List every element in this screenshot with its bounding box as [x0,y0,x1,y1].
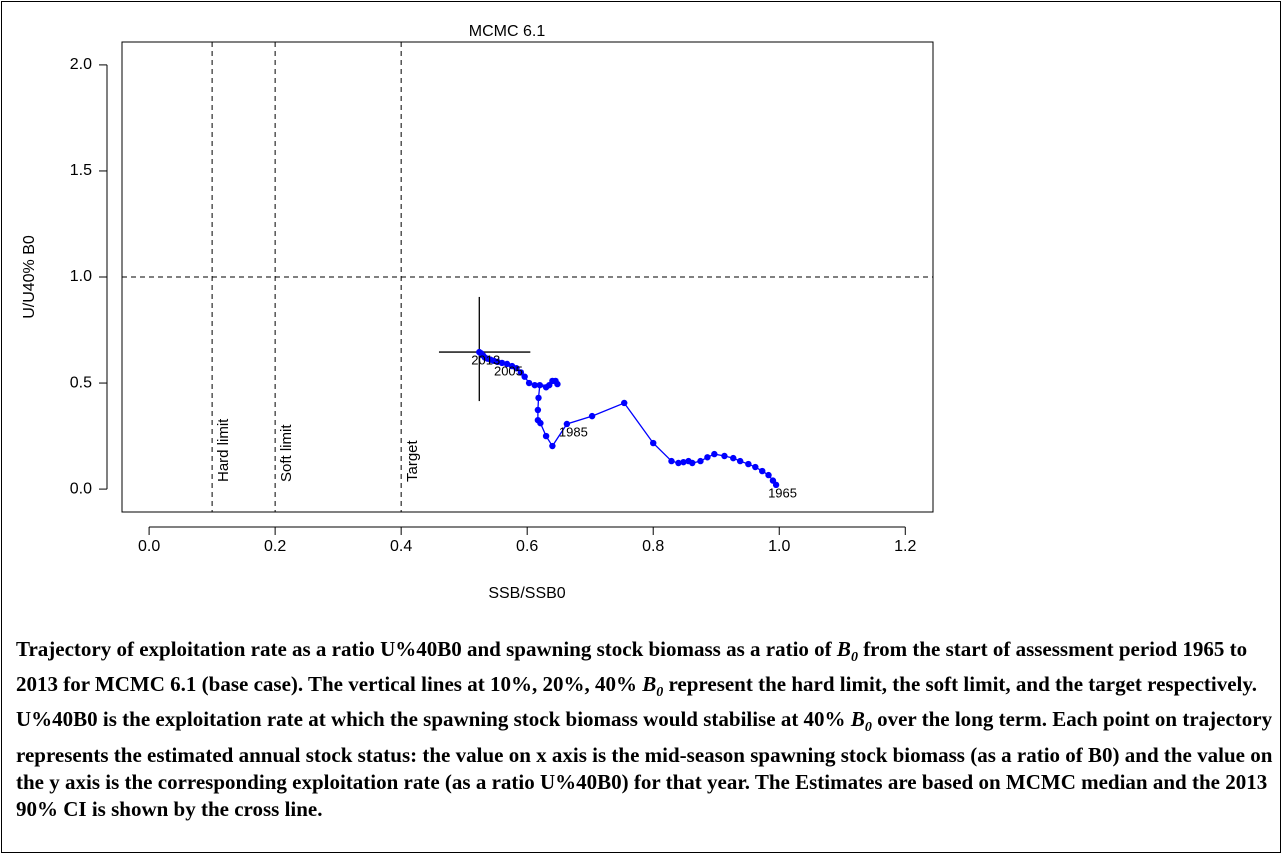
trajectory-point [554,380,561,388]
trajectory-point [752,463,759,471]
x-tick-label: 1.0 [768,538,790,555]
trajectory-point [531,381,538,389]
y-tick-label: 0.5 [70,374,92,391]
caption-symbol: B0 [850,707,872,735]
trajectory-point [711,450,718,458]
trajectory-point [668,457,675,465]
y-tick-label: 1.0 [70,268,92,285]
trajectory-point [650,439,657,447]
trajectory-point [536,381,543,389]
point-label: 2013 [471,353,500,368]
trajectory-point [534,406,542,414]
trajectory-point [503,360,511,368]
y-tick-label: 1.5 [70,162,92,179]
caption-text: over the long term. Each point on trajec… [16,707,1273,821]
trajectory-point [549,442,556,450]
x-tick-label: 0.4 [390,538,412,555]
reference-label: Soft limit [278,424,295,482]
caption-text: represent the hard limit, the soft limit… [16,672,1257,732]
symbol-subscript: 0 [850,650,858,666]
trajectory-point [704,454,711,461]
reference-label: Hard limit [215,418,232,482]
symbol-base: B [850,707,865,732]
trajectory-point [542,384,550,391]
trajectory-point [521,373,528,380]
trajectory-point [476,348,483,356]
trajectory-point [685,457,692,465]
trajectory-point [549,377,556,385]
trajectory-point [721,452,728,460]
figure-caption: Trajectory of exploitation rate as a rat… [16,636,1278,823]
trajectory-point [736,457,744,465]
trajectory-point [675,459,682,467]
trajectory-point [535,394,542,402]
x-axis-label: SSB/SSB0 [488,585,565,602]
caption-symbol: B0 [836,637,858,665]
x-tick-label: 1.2 [894,538,916,555]
trajectory-point [508,362,516,370]
symbol-base: B [836,637,851,661]
x-tick-label: 0.2 [264,538,286,555]
y-tick-label: 0.0 [70,480,92,497]
symbol-subscript: 0 [656,685,664,701]
point-label: 2005 [494,363,523,378]
x-tick-label: 0.0 [138,538,160,555]
trajectory-point [534,416,542,424]
reference-label: Target [404,439,421,482]
caption-text: from the start of assessment period 1965… [16,637,1248,697]
trajectory-point [759,467,766,475]
trajectory-point [745,460,752,468]
x-tick-label: 0.6 [516,538,538,555]
caption-symbol: B0 [642,672,663,700]
trajectory-point [621,399,628,407]
y-axis-label: U/U40% B0 [21,235,38,319]
symbol-subscript: 0 [864,720,872,736]
chart: MCMC 6.1 SSB/SSB0 U/U40% B0 0.0 0.2 0.4 0.6… [21,23,934,602]
y-tick-label: 2.0 [70,56,92,73]
point-label: 1965 [768,485,797,500]
trajectory-point [769,477,777,484]
trajectory-point [542,432,550,440]
x-tick-label: 0.8 [642,538,664,555]
symbol-base: B [642,672,657,697]
caption-text: Trajectory of exploitation rate as a rat… [16,637,837,661]
trajectory-point [563,420,571,428]
trajectory-point [525,379,533,387]
trajectory-point [765,471,772,479]
trajectory-point [588,412,596,420]
point-label: 1985 [559,424,588,439]
trajectory-point [697,457,704,465]
trajectory-point [680,458,687,466]
chart-title: MCMC 6.1 [469,23,546,40]
trajectory-point [730,454,737,462]
trajectory-point [517,369,525,376]
